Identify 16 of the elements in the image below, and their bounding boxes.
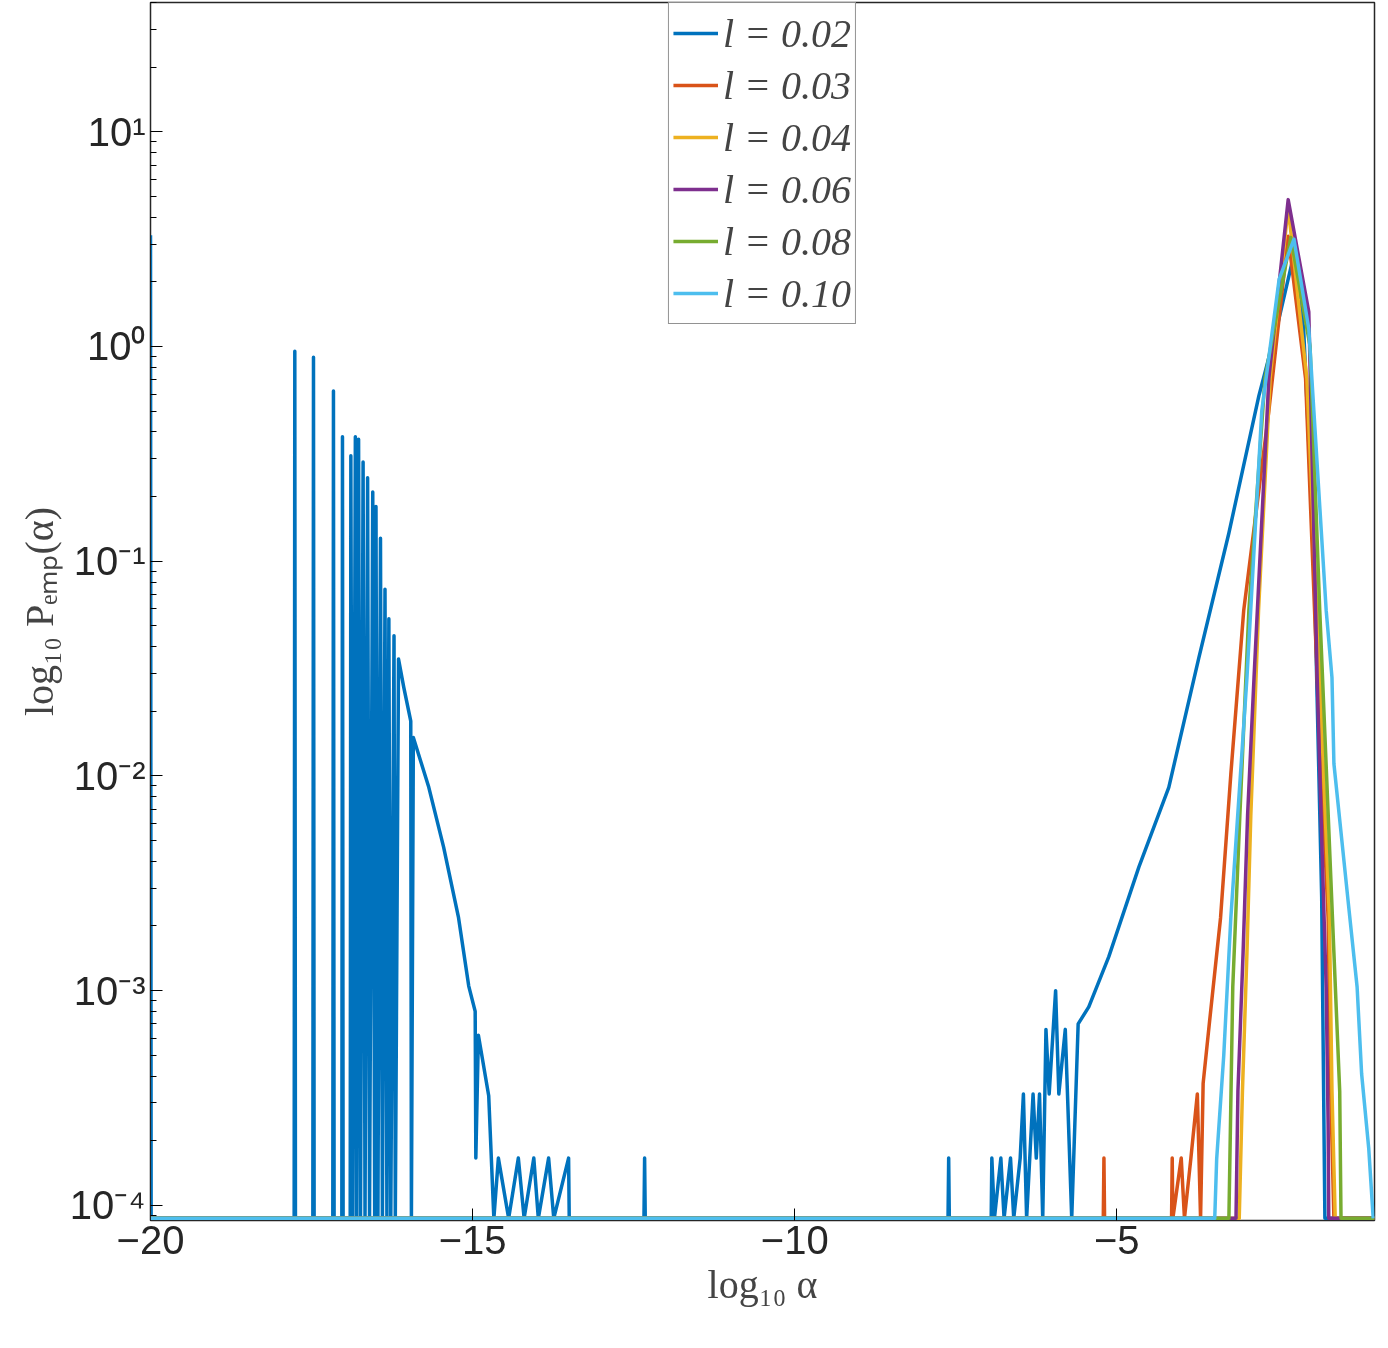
- legend-label: l = 0.10: [722, 269, 852, 318]
- x-axis-title: log₁₀ α: [707, 1261, 818, 1307]
- y-tick-label: 10⁻³: [73, 968, 146, 1013]
- x-tick-label: −5: [1094, 1217, 1140, 1262]
- y-tick-label: 10⁰: [87, 324, 146, 369]
- legend-label: l = 0.03: [722, 61, 852, 110]
- legend-label: l = 0.04: [722, 113, 852, 162]
- y-tick-label: 10⁻¹: [73, 539, 146, 584]
- legend-label: l = 0.02: [722, 9, 852, 58]
- legend-label: l = 0.06: [722, 165, 852, 214]
- y-tick-label: 10¹: [87, 109, 146, 154]
- y-axis-title: log₁₀ Pₑₘₚ(α): [16, 506, 63, 717]
- y-tick-label: 10⁻²: [73, 753, 146, 798]
- x-tick-label: −15: [438, 1217, 507, 1262]
- x-tick-label: −10: [760, 1217, 829, 1262]
- legend-label: l = 0.08: [722, 217, 852, 266]
